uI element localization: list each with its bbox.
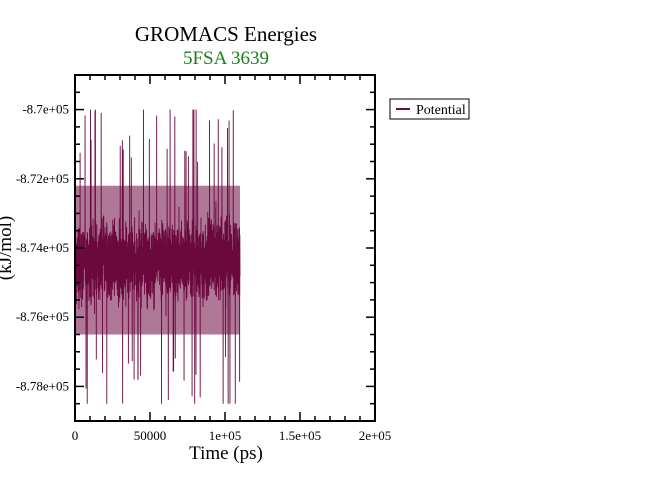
series-band-potential	[75, 185, 240, 335]
x-tick-label: 2e+05	[359, 428, 392, 443]
x-tick-label: 1.5e+05	[279, 428, 321, 443]
axes-layer: 0 50000 1e+05 1.5e+05 2e+05 -8.7e+05 -8.72e+05…	[16, 74, 392, 443]
y-tick-label: -8.78e+05	[16, 378, 69, 393]
legend-box	[389, 98, 470, 120]
legend: Potential	[389, 98, 470, 120]
chart-title: GROMACS Energies	[135, 22, 317, 46]
y-tick-label: -8.72e+05	[16, 171, 69, 186]
y-tick-label: -8.7e+05	[22, 102, 69, 117]
series-layer	[74, 109, 241, 404]
y-axis-label: (kJ/mol)	[0, 216, 16, 280]
x-axis-label: Time (ps)	[189, 443, 263, 464]
y-tick-label: -8.76e+05	[16, 309, 69, 324]
legend-label-potential: Potential	[416, 103, 466, 118]
x-tick-label: 0	[72, 428, 79, 443]
x-tick-label: 50000	[134, 428, 167, 443]
x-tick-label: 1e+05	[209, 428, 242, 443]
chart-subtitle: 5FSA 3639	[183, 48, 269, 69]
y-tick-label: -8.74e+05	[16, 240, 69, 255]
